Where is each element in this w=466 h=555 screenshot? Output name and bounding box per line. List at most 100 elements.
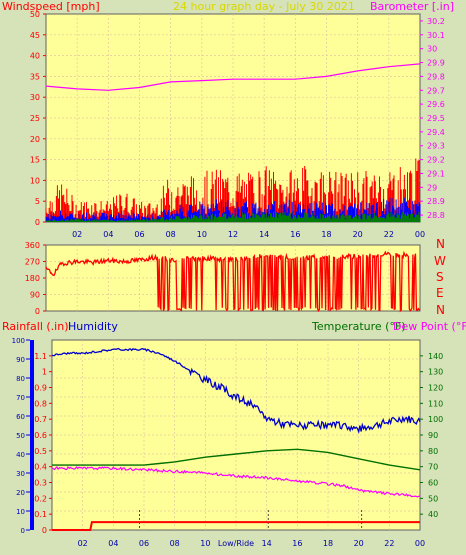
y-tick-label: 10 (30, 176, 40, 185)
y-tick-label: 29.7 (427, 86, 445, 95)
compass-s: S (436, 270, 444, 284)
y-tick-label: 29.3 (427, 142, 445, 151)
barometer-axis-title: Barometer [.in] (370, 0, 454, 13)
y-tick-label: 35 (30, 72, 40, 81)
compass-n-top: N (436, 237, 445, 251)
compass-n-bottom: N (436, 303, 445, 317)
y-tick-label: 110 (428, 399, 443, 408)
y-tick-label: 29.4 (427, 128, 445, 137)
x-tick-label-midline: Low/Ride (218, 539, 254, 548)
y-tick-label: 90 (428, 431, 438, 440)
y-tick-label: 45 (30, 31, 40, 40)
x-tick-label: 04 (108, 539, 118, 548)
x-tick-label: 06 (139, 539, 149, 548)
temperature-panel: 0 0.1 0.2 0.3 0.4 0.5 0.6 0.7 0.8 0.9 1 1.1 0 10 20 30… (12, 337, 444, 548)
wind-axis-title: Windspeed [mph] (2, 0, 100, 13)
rain-axis-title: Rainfall (.in) (2, 320, 69, 333)
x-tick-label: 08 (166, 230, 176, 239)
y-tick-label: 40 (428, 510, 438, 519)
y-tick-label: 70 (16, 394, 25, 402)
x-tick-label: 22 (384, 230, 394, 239)
x-tick-label: 10 (197, 230, 207, 239)
y-tick-label: 80 (16, 375, 25, 383)
humidity-y-axis: 0 10 20 30 40 50 60 70 80 90 100 (12, 337, 30, 535)
y-tick-label: 30 (16, 470, 25, 478)
y-tick-label: 60 (16, 413, 25, 421)
y-tick-label: 100 (428, 415, 443, 424)
barometer-y-axis: 28.8 28.9 29 29.1 29.2 29.3 29.4 29.5 29.6 29.7 29… (420, 17, 445, 220)
y-tick-label: 20 (16, 489, 25, 497)
compass-w: W (434, 254, 446, 268)
humidity-axis-title: Humidity (68, 320, 118, 333)
y-tick-label: 29.1 (427, 169, 445, 178)
temperature-axis-title: Temperature (°F) (311, 320, 406, 333)
wind-x-axis: 02 04 06 08 10 12 14 16 18 20 22 00 (72, 230, 425, 239)
y-tick-label: 0.2 (34, 494, 47, 503)
x-tick-label: 02 (72, 230, 82, 239)
y-tick-label: 0.3 (34, 479, 47, 488)
y-tick-label: 0 (42, 526, 47, 535)
y-tick-label: 0.8 (34, 399, 47, 408)
x-tick-label: 04 (103, 230, 113, 239)
y-tick-label: 40 (16, 451, 25, 459)
y-tick-label: 50 (16, 432, 25, 440)
y-tick-label: 28.8 (427, 211, 445, 220)
temperature-series (52, 448, 421, 471)
y-tick-label: 70 (428, 463, 438, 472)
direction-y-axis: 0 90 180 270 360 (25, 241, 46, 316)
y-tick-label: 90 (30, 291, 40, 300)
y-tick-label: 360 (25, 241, 40, 250)
x-tick-label: 14 (262, 539, 272, 548)
x-tick-label: 10 (200, 539, 210, 548)
x-tick-label: 20 (354, 539, 364, 548)
direction-series (45, 250, 421, 313)
y-tick-label: 30 (30, 93, 40, 102)
y-tick-label: 0.9 (34, 384, 47, 393)
y-tick-label: 50 (30, 10, 40, 19)
y-tick-label: 270 (25, 258, 40, 267)
y-tick-label: 29.9 (427, 59, 445, 68)
y-tick-label: 0 (35, 218, 40, 227)
dewpoint-axis-title: Dew Point (°F) (393, 320, 466, 333)
x-tick-label: 02 (78, 539, 88, 548)
y-tick-label: 0.1 (34, 510, 47, 519)
y-tick-label: 50 (428, 494, 438, 503)
y-tick-label: 80 (428, 447, 438, 456)
y-tick-label: 90 (16, 356, 25, 364)
y-tick-label: 0.5 (34, 447, 47, 456)
y-tick-label: 20 (30, 135, 40, 144)
y-tick-label: 0.6 (34, 431, 47, 440)
y-tick-label: 15 (30, 156, 40, 165)
direction-panel: 0 90 180 270 360 (25, 241, 421, 316)
x-tick-label: 20 (353, 230, 363, 239)
x-tick-label: 12 (228, 230, 238, 239)
temperature-x-axis: 02 04 06 08 10 14 16 18 20 22 00 Low/Ride (78, 539, 426, 548)
barometer-series (45, 63, 421, 91)
wind-y-axis: 0 5 10 15 20 25 30 35 40 45 50 (30, 10, 46, 227)
y-tick-label: 0.7 (34, 415, 47, 424)
temperature-y-axis: 40 50 60 70 80 90 100 110 120 130 140 (420, 352, 443, 519)
y-tick-label: 29.5 (427, 114, 445, 123)
y-tick-label: 1 (42, 368, 47, 377)
y-tick-label: 140 (428, 352, 443, 361)
wind-direction-series (45, 250, 421, 313)
x-tick-label: 14 (259, 230, 269, 239)
y-tick-label: 180 (25, 274, 40, 283)
compass-e: E (436, 286, 444, 300)
temperature-series (51, 347, 421, 531)
y-tick-label: 10 (16, 508, 25, 516)
x-tick-label: 16 (292, 539, 302, 548)
rainfall-series (52, 521, 420, 531)
y-tick-label: 30 (427, 45, 437, 54)
y-tick-label: 29 (427, 183, 437, 192)
y-tick-label: 40 (30, 52, 40, 61)
y-tick-label: 120 (428, 384, 443, 393)
chart-title: 24 hour graph day - July 30 2021 (173, 0, 355, 13)
y-tick-label: 25 (30, 114, 40, 123)
x-tick-label: 22 (384, 539, 394, 548)
y-tick-label: 28.9 (427, 197, 445, 206)
wind-series (45, 63, 421, 222)
y-tick-label: 0 (21, 527, 25, 535)
